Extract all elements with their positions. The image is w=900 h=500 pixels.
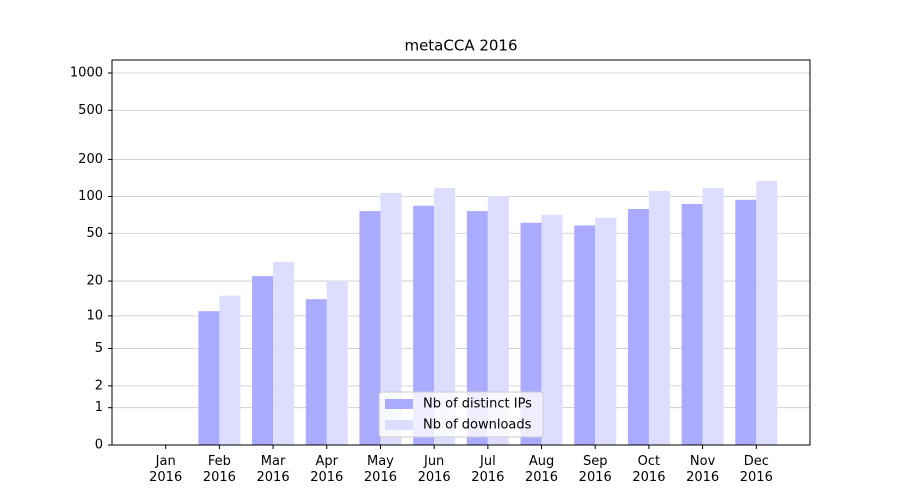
x-tick-label: Jun 2016 [417, 454, 451, 485]
bar [380, 192, 402, 445]
bar [198, 311, 220, 445]
bar [273, 261, 295, 445]
x-tick-label: May 2016 [363, 454, 397, 485]
bar [574, 225, 596, 445]
bar [219, 295, 241, 445]
legend-swatch [385, 420, 413, 430]
legend-label: Nb of downloads [423, 418, 532, 433]
x-tick-label: Oct 2016 [632, 454, 666, 485]
legend-label: Nb of distinct IPs [423, 397, 532, 412]
y-tick-label: 0 [95, 438, 103, 453]
y-tick-label: 10 [86, 308, 103, 323]
bar [413, 205, 435, 445]
y-tick-label: 100 [78, 189, 103, 204]
x-tick-label: Aug 2016 [524, 454, 559, 485]
y-tick-label: 1000 [70, 65, 103, 80]
bar [595, 217, 617, 445]
plot-frame [111, 59, 811, 446]
x-tick-label: Jul 2016 [471, 454, 505, 485]
bar [735, 199, 757, 445]
bar [487, 195, 509, 445]
bar [252, 276, 274, 445]
bar [681, 203, 703, 445]
bar [520, 222, 542, 445]
bar [756, 180, 778, 445]
legend-box [378, 391, 544, 438]
x-tick-label: Sep 2016 [578, 454, 612, 485]
legend: Nb of distinct IPs Nb of downloads [378, 391, 544, 438]
bar [466, 211, 488, 445]
bar [359, 211, 381, 445]
y-tick-label: 500 [78, 103, 103, 118]
y-tick-label: 1 [95, 400, 103, 415]
x-tick-label: Feb 2016 [202, 454, 236, 485]
y-tick-label: 50 [86, 226, 103, 241]
y-tick-label: 2 [95, 378, 103, 393]
y-tick-label: 20 [86, 274, 103, 289]
legend-swatch [385, 399, 413, 409]
y-tick-label: 5 [95, 341, 103, 356]
bar [627, 209, 649, 445]
x-tick-label: Jan 2016 [149, 454, 183, 485]
y-tick-label: 200 [78, 152, 103, 167]
x-tick-label: Apr 2016 [310, 454, 344, 485]
chart-title: metaCCA 2016 [404, 37, 517, 55]
bar [434, 188, 456, 445]
bar [305, 299, 327, 445]
x-tick-label: Mar 2016 [256, 454, 290, 485]
bar [648, 190, 670, 445]
bar [326, 281, 348, 445]
bar [541, 214, 563, 445]
x-tick-label: Nov 2016 [686, 454, 720, 485]
x-tick-label: Dec 2016 [739, 454, 773, 485]
bar [702, 188, 724, 445]
